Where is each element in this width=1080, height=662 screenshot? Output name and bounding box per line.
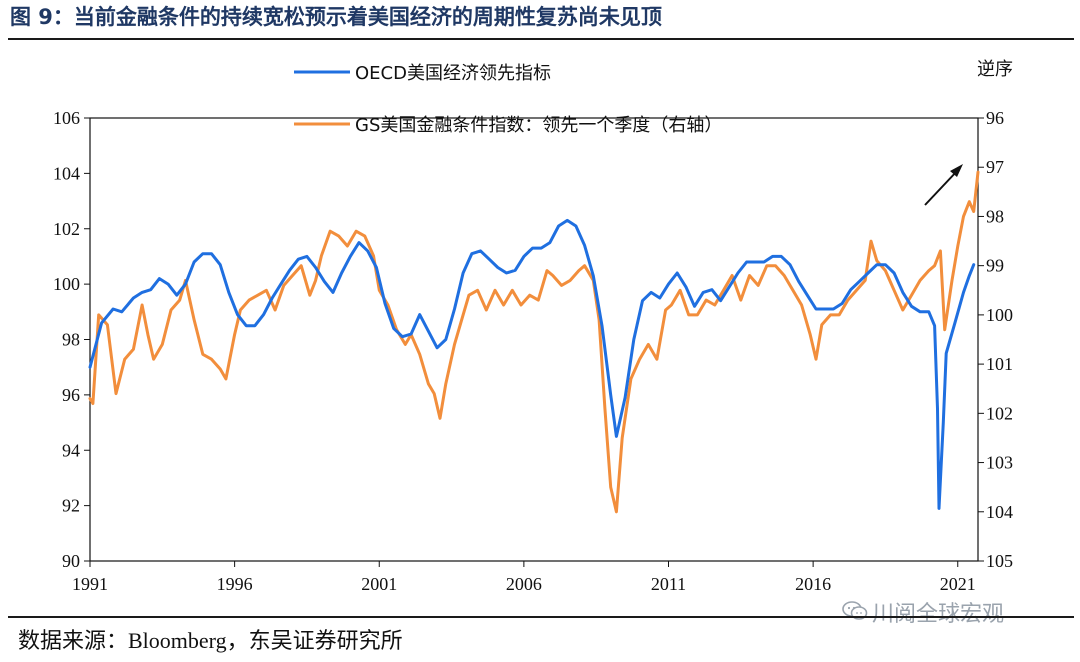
gs-series-line [88, 170, 980, 514]
arrow-head [950, 164, 963, 177]
left-tick-label: 102 [53, 219, 80, 239]
arrow-shaft [924, 169, 959, 206]
left-axis: 90 92 94 96 98 100 102 104 106 [53, 108, 90, 571]
trend-arrow [924, 164, 963, 206]
left-tick-label: 104 [53, 163, 80, 183]
right-tick-label: 96 [986, 108, 1004, 128]
watermark: 川阅全球宏观 [842, 596, 1004, 628]
right-tick-label: 105 [986, 551, 1013, 571]
source-note: 数据来源：Bloomberg，东吴证券研究所 [18, 628, 403, 653]
top-rule [8, 38, 1074, 40]
left-tick-label: 100 [53, 274, 80, 294]
right-axis: 96 97 98 99 100 101 102 103 104 105 [978, 108, 1013, 571]
left-tick-label: 98 [62, 330, 80, 350]
left-tick-label: 106 [53, 108, 80, 128]
bottom-rule [8, 616, 1074, 618]
right-tick-label: 104 [986, 502, 1013, 522]
x-tick-label: 1996 [217, 574, 253, 594]
right-tick-label: 98 [986, 206, 1004, 226]
legend: OECD美国经济领先指标 GS美国金融条件指数：领先一个季度（右轴） [294, 63, 722, 136]
x-tick-label: 2016 [795, 574, 831, 594]
line-chart: 90 92 94 96 98 100 102 104 106 96 97 98 99 100 101 102… [53, 59, 1013, 594]
oecd-series-line [88, 218, 976, 510]
x-tick-label: 2001 [361, 574, 397, 594]
right-tick-label: 99 [986, 256, 1004, 276]
legend-label-gs: GS美国金融条件指数：领先一个季度（右轴） [355, 115, 722, 136]
right-tick-label: 102 [986, 403, 1013, 423]
right-tick-label: 103 [986, 453, 1013, 473]
legend-label-oecd: OECD美国经济领先指标 [355, 63, 551, 84]
left-tick-label: 90 [62, 551, 80, 571]
figure-title: 图 9：当前金融条件的持续宽松预示着美国经济的周期性复苏尚未见顶 [10, 5, 662, 29]
plot-frame [89, 117, 979, 562]
right-axis-label: 逆序 [977, 59, 1013, 79]
x-tick-label: 2006 [506, 574, 542, 594]
x-axis: 1991 1996 2001 2006 2011 2016 2021 [72, 561, 976, 594]
right-tick-label: 97 [986, 157, 1004, 177]
watermark-text: 川阅全球宏观 [872, 602, 1005, 627]
wechat-icon [842, 601, 868, 627]
x-tick-label: 1991 [72, 574, 108, 594]
left-tick-label: 94 [62, 440, 80, 460]
left-tick-label: 92 [62, 496, 80, 516]
left-tick-label: 96 [62, 385, 80, 405]
x-tick-label: 2021 [940, 574, 976, 594]
right-tick-label: 101 [986, 354, 1013, 374]
series-layer [88, 170, 980, 514]
x-tick-label: 2011 [651, 574, 686, 594]
right-tick-label: 100 [986, 305, 1013, 325]
